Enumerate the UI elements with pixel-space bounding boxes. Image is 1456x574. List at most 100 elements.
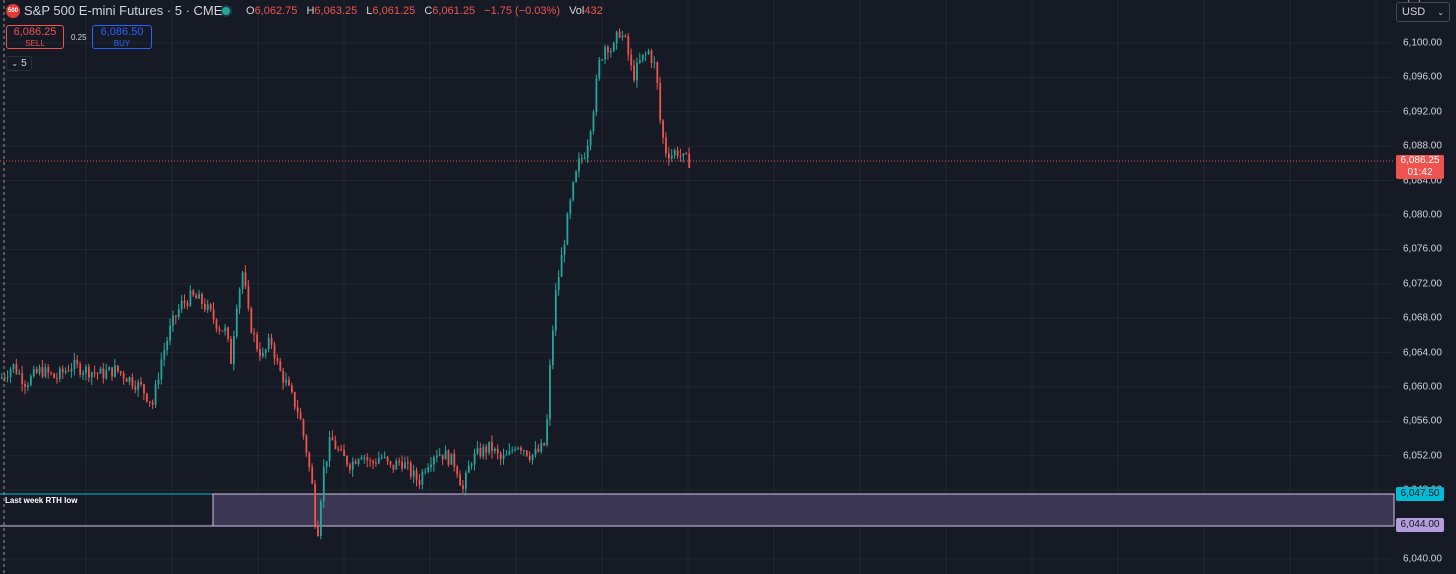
candle-body: [6, 376, 9, 378]
candle-body: [505, 454, 508, 456]
candle-body: [244, 272, 247, 287]
candle-body: [552, 330, 554, 365]
candle-body: [415, 470, 418, 481]
candle-body: [273, 344, 276, 359]
candle-body: [143, 384, 145, 394]
candle-body: [238, 289, 241, 309]
candle-body: [334, 440, 337, 449]
symbol-title[interactable]: S&P 500 E-mini Futures · 5 · CME: [24, 3, 223, 18]
symbol-logo-icon[interactable]: 500: [6, 4, 20, 18]
candle-body: [409, 462, 412, 477]
candle-body: [64, 370, 67, 373]
candle-body: [50, 372, 53, 374]
candle-body: [424, 471, 427, 473]
candle-body: [302, 419, 305, 436]
sell-price: 6,086.25: [13, 26, 57, 38]
candle-body: [256, 334, 258, 350]
candle-body: [520, 447, 522, 451]
candle-body: [511, 449, 514, 451]
candle-body: [659, 83, 662, 121]
candle-body: [218, 328, 221, 331]
rth-low-upper-tag: 6,047.50: [1396, 487, 1444, 501]
candle-body: [685, 153, 688, 155]
price-axis-tick: 6,080.00: [1403, 209, 1442, 221]
candle-body: [270, 338, 273, 345]
candle-body: [438, 454, 441, 456]
candle-body: [215, 319, 218, 329]
candle-body: [467, 465, 470, 473]
candle-body: [557, 276, 560, 291]
candle-body: [670, 155, 673, 159]
candle-body: [27, 385, 29, 387]
market-status-icon[interactable]: [222, 7, 230, 15]
rth-low-zone[interactable]: [212, 493, 1395, 527]
candle-body: [317, 525, 319, 537]
collapsed-count: 5: [21, 58, 27, 69]
candle-body: [224, 327, 227, 332]
candle-body: [392, 464, 395, 470]
candle-body: [459, 474, 461, 486]
candle-body: [259, 349, 261, 357]
indicators-collapse-toggle[interactable]: ⌄ 5: [6, 56, 32, 71]
candle-body: [665, 137, 667, 154]
candle-body: [586, 145, 589, 159]
spread-value: 0.25: [71, 33, 87, 42]
candle-body: [465, 472, 467, 489]
candle-body: [212, 309, 215, 320]
ohlc-open-key: O: [246, 5, 255, 17]
candle-body: [85, 366, 87, 373]
candle-body: [436, 455, 438, 458]
candle-body: [79, 363, 82, 375]
candle-body: [650, 50, 653, 63]
ohlc-change: −1.75 (−0.03%): [484, 5, 560, 17]
candle-body: [528, 455, 531, 461]
candle-body: [221, 330, 224, 332]
candle-body: [360, 457, 363, 460]
candle-body: [201, 293, 203, 304]
candle-body: [137, 381, 140, 390]
candle-body: [90, 372, 93, 378]
currency-select[interactable]: USD ⌄: [1396, 2, 1450, 22]
ohlc-close: 6,061.25: [432, 5, 476, 17]
candle-body: [531, 454, 534, 461]
price-axis-tick: 6,072.00: [1403, 278, 1442, 290]
candle-body: [404, 462, 406, 469]
candle-body: [380, 457, 383, 459]
candle-body: [386, 456, 389, 462]
chevron-down-icon: ⌄: [1437, 7, 1444, 17]
sell-button[interactable]: 6,086.25 SELL: [6, 25, 64, 49]
candle-body: [508, 450, 511, 455]
candle-body: [291, 385, 293, 393]
candle-body: [148, 401, 151, 403]
buy-button[interactable]: 6,086.50 BUY: [92, 25, 152, 49]
candle-body: [96, 372, 99, 374]
ohlc-low: 6,061.25: [372, 5, 416, 17]
candle-body: [180, 301, 183, 310]
candle-body: [337, 448, 340, 450]
candle-body: [61, 368, 64, 373]
candle-body: [636, 62, 638, 81]
candle-body: [32, 369, 35, 377]
candle-body: [566, 214, 569, 245]
candle-body: [172, 315, 174, 326]
candle-body: [293, 392, 296, 408]
candle-body: [534, 448, 537, 455]
candle-body: [401, 461, 403, 469]
candle-body: [441, 454, 444, 460]
candle-body: [383, 456, 386, 458]
candle-body: [581, 158, 583, 160]
candle-body: [320, 501, 322, 537]
candle-body: [73, 360, 76, 369]
price-axis-tick: 6,088.00: [1403, 140, 1442, 152]
candle-body: [175, 315, 177, 317]
candle-body: [578, 158, 580, 172]
candle-body: [82, 372, 84, 375]
candles-layer: [1, 28, 691, 540]
candle-body: [351, 461, 354, 470]
candle-body: [235, 308, 238, 337]
candle-body: [357, 459, 360, 464]
candle-body: [9, 369, 12, 377]
candle-body: [369, 460, 372, 462]
ohlc-open: 6,062.75: [254, 5, 298, 17]
